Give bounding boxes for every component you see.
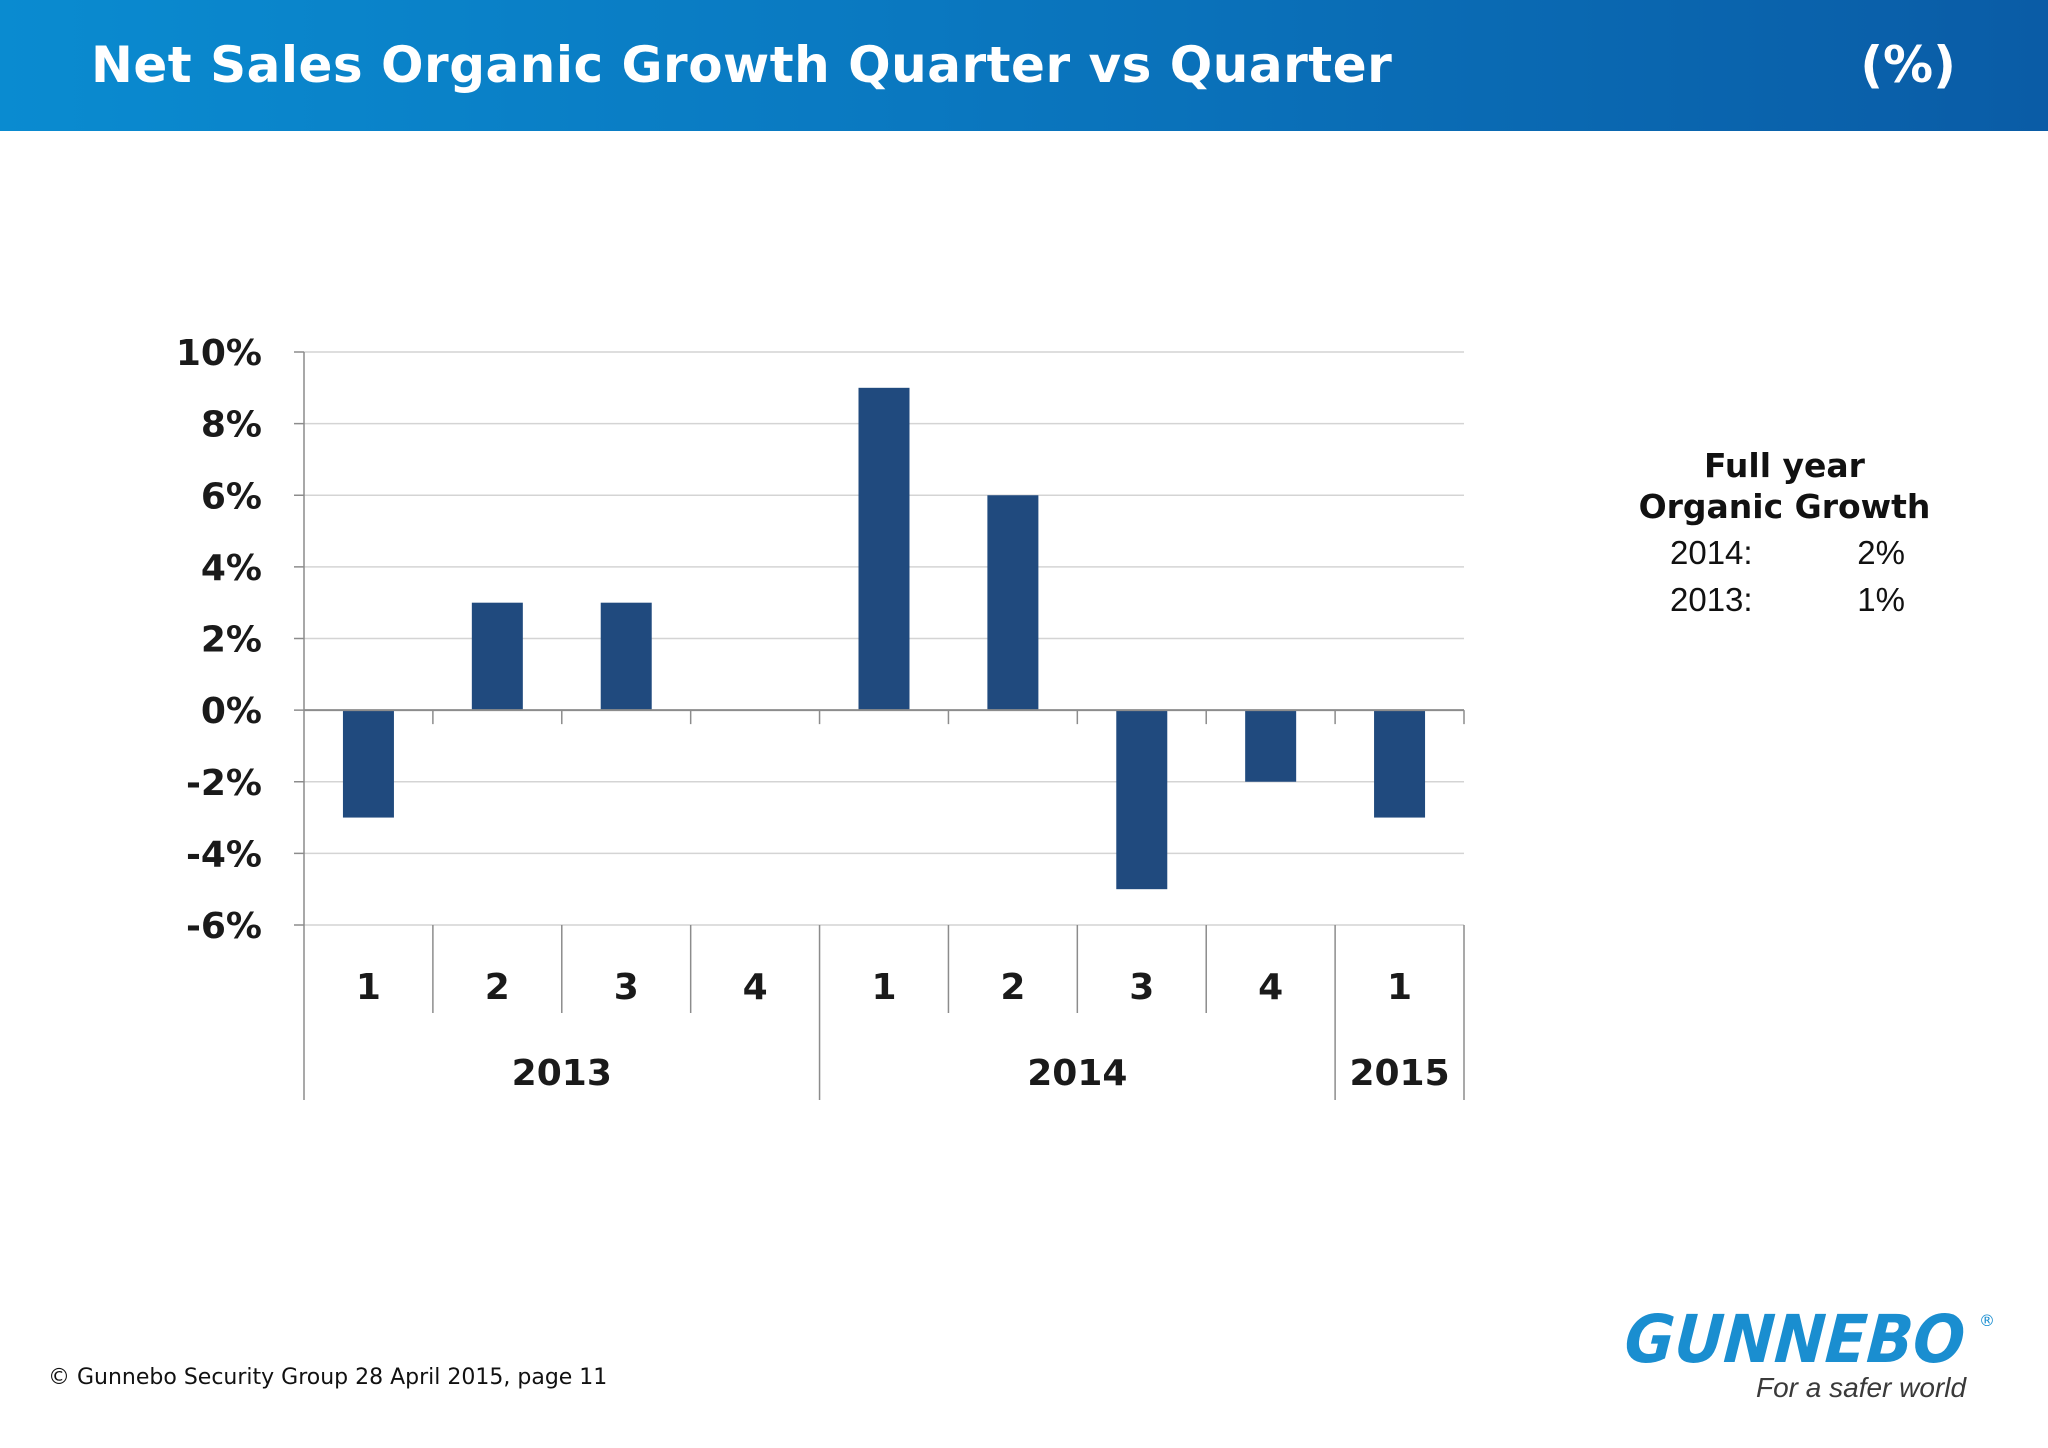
x-category-label: 4	[1258, 967, 1283, 1008]
y-tick-label: -2%	[186, 763, 262, 804]
bar	[1116, 710, 1168, 890]
copyright-footer: © Gunnebo Security Group 28 April 2015, …	[48, 1365, 608, 1390]
axes	[294, 351, 1465, 1100]
y-tick-label: 8%	[201, 405, 262, 446]
y-tick-label: 2%	[201, 620, 262, 661]
x-category-label: 1	[1387, 967, 1412, 1008]
x-category-label: 2	[485, 967, 510, 1008]
summary-row-2014: 2014: 2%	[1612, 529, 1957, 576]
summary-year: 2013:	[1670, 581, 1753, 618]
x-category-label: 1	[871, 967, 896, 1008]
summary-heading-line1: Full year	[1704, 446, 1865, 485]
bars	[342, 387, 1426, 890]
x-category-label: 2	[1000, 967, 1025, 1008]
bar	[987, 495, 1039, 711]
y-tick-label: 6%	[201, 476, 262, 517]
header-bar: Net Sales Organic Growth Quarter vs Quar…	[0, 0, 2048, 131]
logo-registered-mark: ®	[1979, 1311, 1995, 1330]
gunnebo-logo: GUNNEBO ® For a safer world	[1626, 1301, 1995, 1403]
summary-row-2013: 2013: 1%	[1612, 576, 1957, 623]
y-tick-label: 10%	[176, 333, 262, 374]
x-group-label: 2013	[512, 1053, 612, 1094]
page-title: Net Sales Organic Growth Quarter vs Quar…	[91, 36, 1393, 94]
y-tick-label: 0%	[201, 691, 262, 732]
axis-labels: 10% 8% 6% 4% 2% 0% -2% -4% -6% 1 2 3 4 1 2 3 4 1 2013 2014 2…	[176, 333, 1450, 1094]
bar	[600, 602, 652, 711]
x-category-label: 3	[1129, 967, 1154, 1008]
summary-value: 1%	[1857, 581, 1905, 618]
bar	[1245, 710, 1297, 782]
x-category-label: 4	[743, 967, 768, 1008]
logo-wordmark: GUNNEBO	[1626, 1301, 1968, 1378]
x-group-label: 2014	[1027, 1053, 1127, 1094]
summary-year: 2014:	[1670, 534, 1753, 571]
bar	[471, 602, 523, 711]
summary-heading-line2: Organic Growth	[1638, 487, 1931, 526]
unit-label: (%)	[1860, 36, 1956, 94]
x-category-label: 3	[614, 967, 639, 1008]
y-tick-label: 4%	[201, 548, 262, 589]
bar	[1374, 710, 1426, 818]
y-tick-label: -4%	[186, 834, 262, 875]
x-group-label: 2015	[1349, 1053, 1449, 1094]
y-tick-label: -6%	[186, 906, 262, 947]
x-category-label: 1	[356, 967, 381, 1008]
summary-value: 2%	[1857, 534, 1905, 571]
bar	[342, 710, 394, 818]
full-year-summary: Full year Organic Growth 2014: 2% 2013: …	[1612, 445, 1957, 623]
logo-tagline: For a safer world	[1756, 1372, 1967, 1403]
bar	[858, 387, 910, 711]
